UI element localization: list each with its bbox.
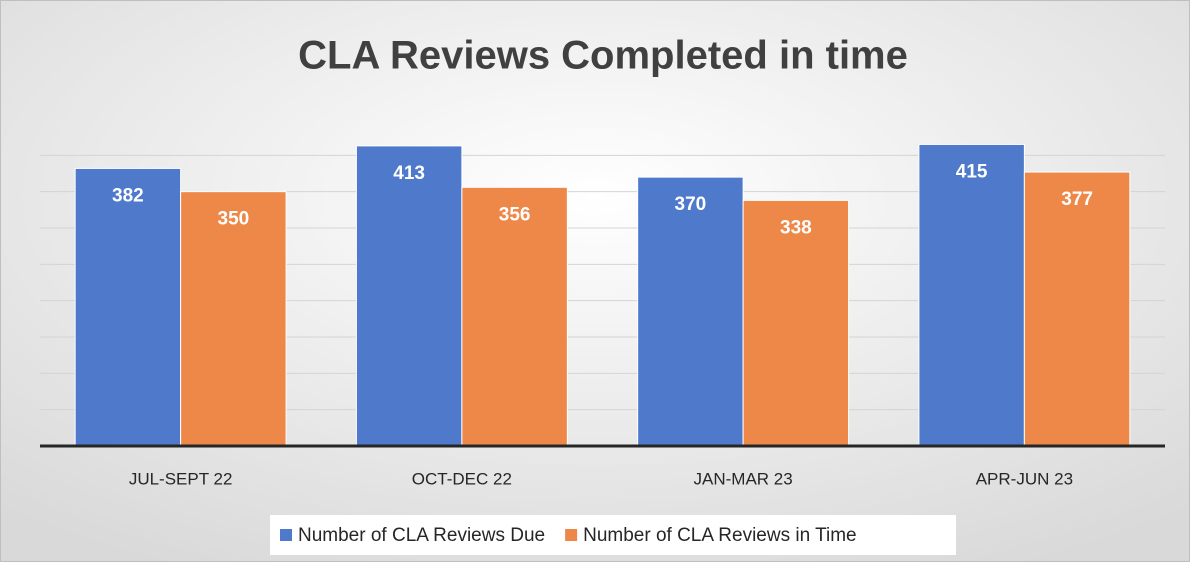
x-tick-label: JAN-MAR 23 (694, 469, 793, 488)
data-label: 413 (393, 163, 425, 184)
data-label: 377 (1061, 189, 1093, 210)
bar (180, 191, 287, 447)
legend-swatch (565, 529, 578, 541)
bar (355, 145, 463, 447)
data-label: 370 (675, 194, 707, 215)
data-label: 382 (112, 185, 144, 206)
x-tick-label: OCT-DEC 22 (412, 469, 512, 488)
legend-label: Number of CLA Reviews Due (298, 525, 545, 546)
bar (1023, 171, 1131, 447)
data-label: 350 (218, 209, 250, 230)
bar (461, 186, 568, 447)
legend-box (270, 515, 956, 555)
data-label: 415 (956, 161, 988, 182)
legend-swatch (280, 529, 292, 541)
x-tick-label: JUL-SEPT 22 (129, 469, 233, 488)
bar (74, 167, 182, 447)
data-label: 338 (780, 217, 812, 238)
bar (918, 143, 1025, 447)
data-label: 356 (499, 204, 531, 225)
chart-title: CLA Reviews Completed in time (298, 34, 908, 78)
bar (637, 176, 744, 447)
x-tick-label: APR-JUN 23 (976, 469, 1073, 488)
legend-label: Number of CLA Reviews in Time (583, 525, 857, 546)
